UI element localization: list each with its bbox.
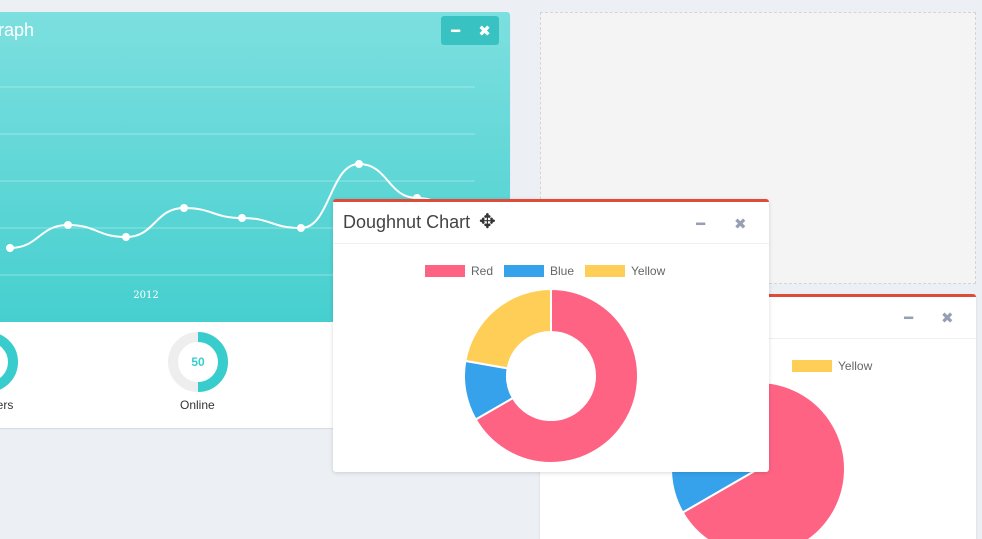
knob-orders[interactable] <box>0 332 18 392</box>
data-point <box>355 160 363 168</box>
legend-item-blue[interactable]: Blue <box>504 264 574 278</box>
legend-label: Yellow <box>631 264 666 278</box>
knob-value: 50 <box>191 355 205 369</box>
legend-swatch <box>425 265 465 277</box>
box-title: y Graph <box>0 20 35 40</box>
legend-item-yellow[interactable]: Yellow <box>585 264 665 278</box>
knob-label: Online <box>180 398 215 412</box>
legend-label: Red <box>471 264 494 278</box>
knob-fill <box>197 332 228 392</box>
series-line <box>9 162 476 249</box>
times-icon: ✖ <box>478 21 491 40</box>
data-point <box>122 233 130 241</box>
minimize-button[interactable]: ━ <box>441 16 470 45</box>
close-button[interactable]: ✖ <box>470 16 499 45</box>
legend-label: Blue <box>550 264 575 278</box>
slice-red[interactable] <box>474 287 639 464</box>
knob-online[interactable]: 50 <box>168 332 228 392</box>
data-point <box>180 204 188 212</box>
knob-fill <box>0 334 18 390</box>
data-point <box>64 221 72 229</box>
slice-yellow[interactable] <box>464 287 552 370</box>
legend-swatch <box>792 360 832 372</box>
data-point <box>297 224 305 232</box>
move-cursor-icon: ✥ <box>479 209 496 233</box>
legend-item-red[interactable]: Red <box>425 264 493 278</box>
doughnut-chart-box: Doughnut Chart ✥ ━ ✖ Red Blue Yellow <box>333 199 769 472</box>
doughnut-chart <box>463 287 639 464</box>
minimize-button[interactable]: ━ <box>904 309 914 327</box>
x-tick-label: 2012 <box>133 290 158 301</box>
close-button[interactable]: ✖ <box>941 309 954 327</box>
close-button[interactable]: ✖ <box>734 215 747 233</box>
legend-swatch <box>585 265 625 277</box>
data-point <box>238 214 246 222</box>
minimize-button[interactable]: ━ <box>696 215 706 233</box>
legend-swatch <box>504 265 544 277</box>
data-point <box>6 244 14 252</box>
minus-icon: ━ <box>450 21 461 40</box>
knob-label: ders <box>0 398 14 412</box>
box-title: Doughnut Chart <box>343 212 471 232</box>
legend-item[interactable]: Yellow <box>792 359 872 373</box>
